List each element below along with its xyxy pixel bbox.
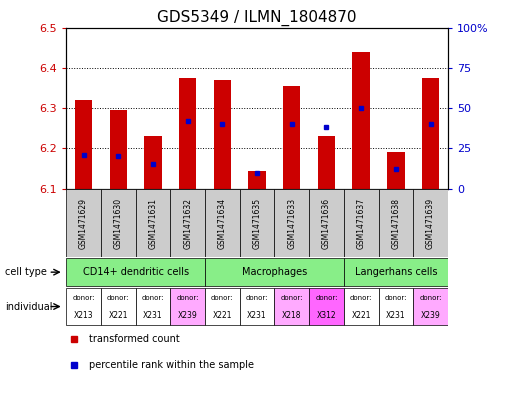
Text: donor:: donor:: [350, 295, 373, 301]
Bar: [66, 288, 101, 325]
Bar: [344, 258, 448, 286]
Text: cell type: cell type: [5, 267, 47, 277]
Bar: [274, 189, 309, 257]
Bar: [248, 171, 266, 189]
Bar: [422, 78, 439, 189]
Text: X213: X213: [74, 311, 93, 320]
Text: donor:: donor:: [72, 295, 95, 301]
Text: GSM1471638: GSM1471638: [391, 198, 401, 248]
Bar: [66, 258, 205, 286]
Bar: [413, 288, 448, 325]
Bar: [135, 189, 171, 257]
Text: GSM1471630: GSM1471630: [114, 197, 123, 249]
Bar: [205, 258, 344, 286]
Text: X231: X231: [143, 311, 163, 320]
Text: GSM1471637: GSM1471637: [357, 197, 365, 249]
Text: donor:: donor:: [315, 295, 337, 301]
Bar: [214, 80, 231, 189]
Bar: [413, 189, 448, 257]
Bar: [240, 189, 274, 257]
Text: percentile rank within the sample: percentile rank within the sample: [89, 360, 254, 369]
Text: X221: X221: [108, 311, 128, 320]
Bar: [66, 189, 101, 257]
Text: X231: X231: [247, 311, 267, 320]
Text: donor:: donor:: [419, 295, 442, 301]
Text: GSM1471639: GSM1471639: [426, 197, 435, 249]
Text: donor:: donor:: [211, 295, 234, 301]
Bar: [75, 100, 92, 189]
Bar: [205, 288, 240, 325]
Bar: [352, 51, 370, 189]
Bar: [344, 189, 379, 257]
Bar: [379, 189, 413, 257]
Text: GSM1471633: GSM1471633: [287, 197, 296, 249]
Bar: [171, 288, 205, 325]
Text: GSM1471635: GSM1471635: [252, 197, 262, 249]
Text: X221: X221: [351, 311, 371, 320]
Text: transformed count: transformed count: [89, 334, 180, 344]
Text: donor:: donor:: [177, 295, 199, 301]
Text: X239: X239: [421, 311, 440, 320]
Text: donor:: donor:: [385, 295, 407, 301]
Bar: [387, 152, 405, 189]
Text: Langerhans cells: Langerhans cells: [355, 267, 437, 277]
Bar: [179, 78, 196, 189]
Text: X239: X239: [178, 311, 197, 320]
Bar: [274, 288, 309, 325]
Text: GSM1471629: GSM1471629: [79, 198, 88, 248]
Text: donor:: donor:: [142, 295, 164, 301]
Text: X218: X218: [282, 311, 301, 320]
Bar: [101, 288, 135, 325]
Bar: [205, 189, 240, 257]
Bar: [171, 189, 205, 257]
Bar: [283, 86, 300, 189]
Text: Macrophages: Macrophages: [242, 267, 307, 277]
Text: X312: X312: [317, 311, 336, 320]
Bar: [144, 136, 161, 189]
Text: CD14+ dendritic cells: CD14+ dendritic cells: [82, 267, 189, 277]
Bar: [344, 288, 379, 325]
Bar: [309, 288, 344, 325]
Text: GSM1471636: GSM1471636: [322, 197, 331, 249]
Text: donor:: donor:: [246, 295, 268, 301]
Bar: [135, 288, 171, 325]
Title: GDS5349 / ILMN_1804870: GDS5349 / ILMN_1804870: [157, 10, 357, 26]
Bar: [109, 110, 127, 189]
Text: GSM1471631: GSM1471631: [149, 198, 157, 248]
Text: donor:: donor:: [280, 295, 303, 301]
Bar: [101, 189, 135, 257]
Text: GSM1471632: GSM1471632: [183, 198, 192, 248]
Text: donor:: donor:: [107, 295, 129, 301]
Text: individual: individual: [5, 301, 52, 312]
Text: X221: X221: [213, 311, 232, 320]
Bar: [309, 189, 344, 257]
Bar: [318, 136, 335, 189]
Bar: [379, 288, 413, 325]
Text: GSM1471634: GSM1471634: [218, 197, 227, 249]
Text: X231: X231: [386, 311, 406, 320]
Bar: [240, 288, 274, 325]
